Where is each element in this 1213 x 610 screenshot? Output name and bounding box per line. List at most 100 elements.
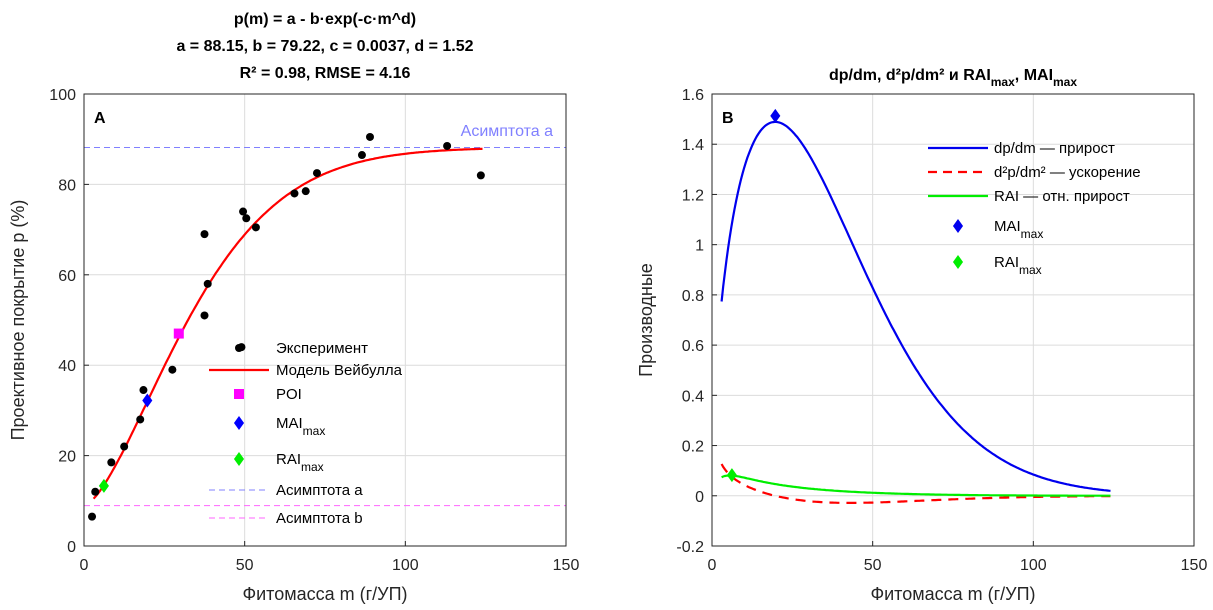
panel-b-y-tick-label: 0.6 [682, 338, 704, 355]
panel-a: p(m) = a - b·exp(-c·m^d) a = 88.15, b = … [8, 11, 579, 604]
panel-a-y-tick-label: 20 [58, 449, 76, 466]
panel-b-label: B [722, 110, 734, 127]
mai-max-marker [770, 108, 781, 123]
panel-a-x-tick-label: 150 [553, 557, 580, 574]
series-d2p-curve [720, 463, 1111, 504]
panel-a-legend-entry-dot [235, 344, 243, 352]
panel-a-y-axis-label: Проективное покрытие p (%) [8, 200, 28, 441]
mai-max-marker [142, 393, 153, 408]
panel-a-y-tick-label: 80 [58, 177, 76, 194]
panel-b-axes-box [711, 93, 1195, 547]
experiment-point [301, 187, 310, 196]
panel-a-x-axis-label: Фитомасса m (г/УП) [242, 584, 407, 604]
panel-b-y-tick-label: 0 [695, 489, 704, 506]
panel-a-label: A [94, 110, 106, 127]
panel-a-grid [84, 94, 566, 546]
panel-b-legend-entry-diamond [952, 255, 964, 269]
experiment-point [365, 132, 374, 141]
panel-b-y-tick-label: 0.8 [682, 288, 704, 305]
panel-b-legend-entry-label: MAImax [994, 218, 1043, 241]
panel-b-y-axis-label: Производные [636, 263, 656, 377]
panel-b-x-tick-label: 150 [1181, 557, 1208, 574]
weibull-model-curve [92, 147, 483, 500]
panel-b-y-tick-label: 1 [695, 238, 704, 255]
panel-a-y-tick-label: 60 [58, 268, 76, 285]
panel-b-legend: dp/dm — прирост d²p/dm² — ускорение RAI — … [928, 140, 1141, 277]
panel-b-legend-entry-label: RAI — отн. прирост [994, 188, 1130, 205]
experiment-point [120, 442, 129, 451]
panel-b-x-tick-label: 0 [708, 557, 717, 574]
panel-a-ticks: 0 50 100 150 0 20 40 60 80 100 [49, 87, 579, 574]
experiment-point [312, 169, 321, 178]
panel-a-legend-entry-label: MAImax [276, 415, 325, 438]
panel-a-axes-box [83, 93, 567, 547]
rai-max-marker [98, 478, 109, 493]
panel-b-title-sub1: max [991, 75, 1015, 89]
asymptote-a-label: Асимптота a [461, 123, 553, 140]
panel-b-x-tick-label: 100 [1020, 557, 1047, 574]
panel-a-y-tick-label: 0 [67, 539, 76, 556]
panel-a-x-tick-label: 50 [236, 557, 254, 574]
experiment-point [203, 279, 212, 288]
panel-b-y-tick-label: -0.2 [676, 539, 704, 556]
panel-b-legend-entry-label: dp/dm — прирост [994, 140, 1115, 157]
panel-a-title-line-3: R² = 0.98, RMSE = 4.16 [240, 65, 411, 82]
panel-b-series [720, 108, 1111, 504]
experiment-point [139, 386, 148, 395]
panel-b-title: dp/dm, d²p/dm² и RAImax, MAImax [829, 67, 1077, 89]
panel-a-legend-entry-label: Асимптота b [276, 510, 363, 527]
panel-a-series [88, 132, 485, 521]
experiment-point [91, 487, 100, 496]
experiment-point [200, 311, 209, 320]
panel-a-legend-entry-diamond [233, 452, 245, 466]
panel-a-legend: Эксперимент Модель Вейбулла POI MAImax RAIma… [209, 340, 403, 527]
panel-b-x-tick-label: 50 [864, 557, 882, 574]
panel-a-x-tick-label: 0 [80, 557, 89, 574]
panel-a-title-line-1: p(m) = a - b·exp(-c·m^d) [234, 11, 416, 28]
panel-a-legend-entry-square [234, 389, 244, 399]
panel-b-title-mid: , MAI [1015, 67, 1053, 84]
experiment-point [357, 151, 366, 160]
series-rai-curve [721, 474, 1111, 497]
panel-b-legend-entry-label: RAImax [994, 254, 1042, 277]
experiment-point [242, 214, 251, 223]
experiment-point [200, 230, 209, 239]
panel-b-y-tick-label: 0.4 [682, 388, 704, 405]
experiment-point [239, 207, 248, 216]
panel-a-legend-entry-diamond [233, 416, 245, 430]
experiment-point [168, 365, 177, 374]
panel-b-title-main: dp/dm, d²p/dm² и RAI [829, 67, 991, 84]
rai-max-marker [726, 468, 737, 483]
panel-b-y-tick-label: 1.2 [682, 187, 704, 204]
experiment-point [107, 458, 116, 467]
experiment-point [290, 189, 299, 198]
panel-b: dp/dm, d²p/dm² и RAImax, MAImax 0 50 100 15… [636, 67, 1207, 604]
panel-b-grid [712, 94, 1194, 546]
panel-a-legend-entry-label: Модель Вейбулла [276, 362, 403, 379]
panel-b-x-axis-label: Фитомасса m (г/УП) [870, 584, 1035, 604]
experiment-point [476, 171, 485, 180]
panel-b-ticks: 0 50 100 150-0.200.20.40.60.811.21.41.6 [676, 87, 1207, 574]
panel-a-legend-entry-label: RAImax [276, 451, 324, 474]
panel-a-legend-entry-label: Эксперимент [276, 340, 368, 357]
experiment-point [136, 415, 145, 424]
panel-a-x-tick-label: 100 [392, 557, 419, 574]
panel-a-legend-entry-label: Асимптота a [276, 482, 363, 499]
panel-a-y-tick-label: 40 [58, 358, 76, 375]
poi-marker [173, 328, 184, 339]
panel-b-legend-entry-diamond [952, 219, 964, 233]
panel-a-title-line-2: a = 88.15, b = 79.22, c = 0.0037, d = 1.… [176, 38, 473, 55]
panel-b-y-tick-label: 1.4 [682, 137, 704, 154]
panel-b-title-sub2: max [1053, 75, 1077, 89]
panel-b-y-tick-label: 1.6 [682, 87, 704, 104]
series-dpdm-curve [720, 120, 1111, 492]
experiment-point [443, 141, 452, 150]
panel-b-y-tick-label: 0.2 [682, 439, 704, 456]
experiment-point [251, 223, 260, 232]
panel-a-legend-entry-label: POI [276, 386, 302, 403]
panel-a-asymptotes [84, 147, 566, 507]
panel-a-y-tick-label: 100 [49, 87, 76, 104]
experiment-point [88, 512, 97, 521]
panel-b-legend-entry-label: d²p/dm² — ускорение [994, 164, 1141, 181]
